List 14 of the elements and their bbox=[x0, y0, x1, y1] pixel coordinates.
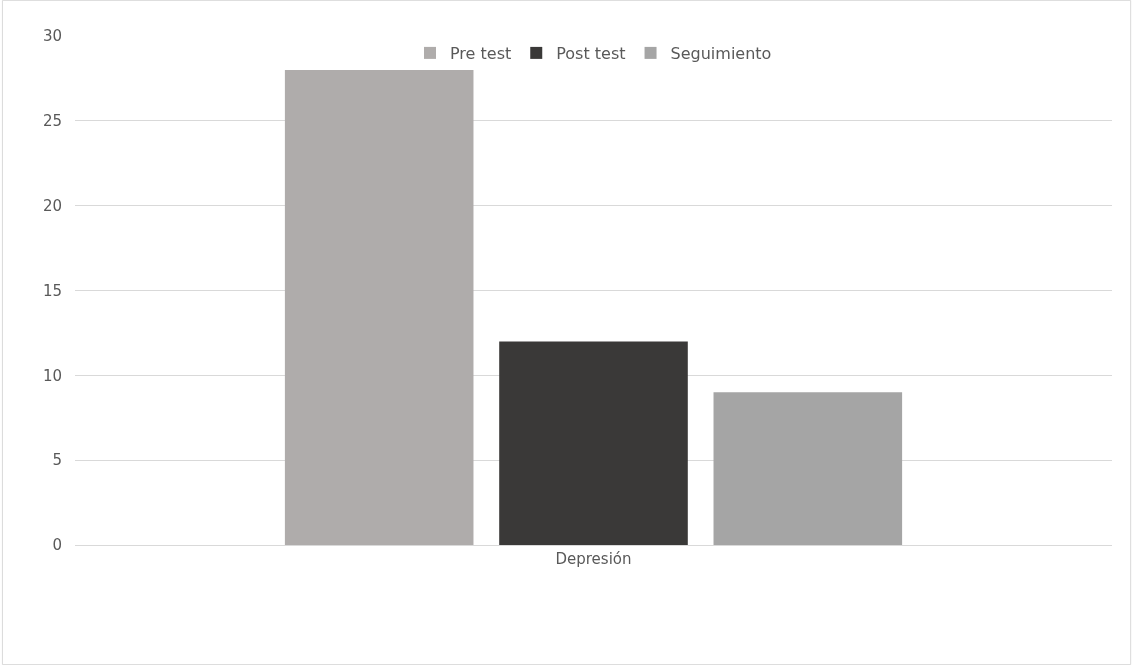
legend-label: Post test bbox=[556, 44, 626, 64]
y-tick-label: 10 bbox=[42, 366, 62, 385]
bar bbox=[499, 341, 688, 545]
legend-label: Pre test bbox=[450, 44, 512, 64]
y-tick-label: 0 bbox=[52, 536, 62, 555]
x-tick-label: Depresión bbox=[555, 550, 632, 568]
legend-label: Seguimiento bbox=[670, 44, 772, 64]
y-tick-label: 15 bbox=[42, 281, 62, 300]
y-tick-label: 5 bbox=[52, 451, 62, 470]
y-tick-label: 20 bbox=[42, 196, 62, 215]
bar bbox=[713, 392, 903, 545]
bar bbox=[284, 69, 474, 545]
y-tick-label: 25 bbox=[42, 112, 62, 131]
y-tick-label: 30 bbox=[42, 27, 62, 46]
